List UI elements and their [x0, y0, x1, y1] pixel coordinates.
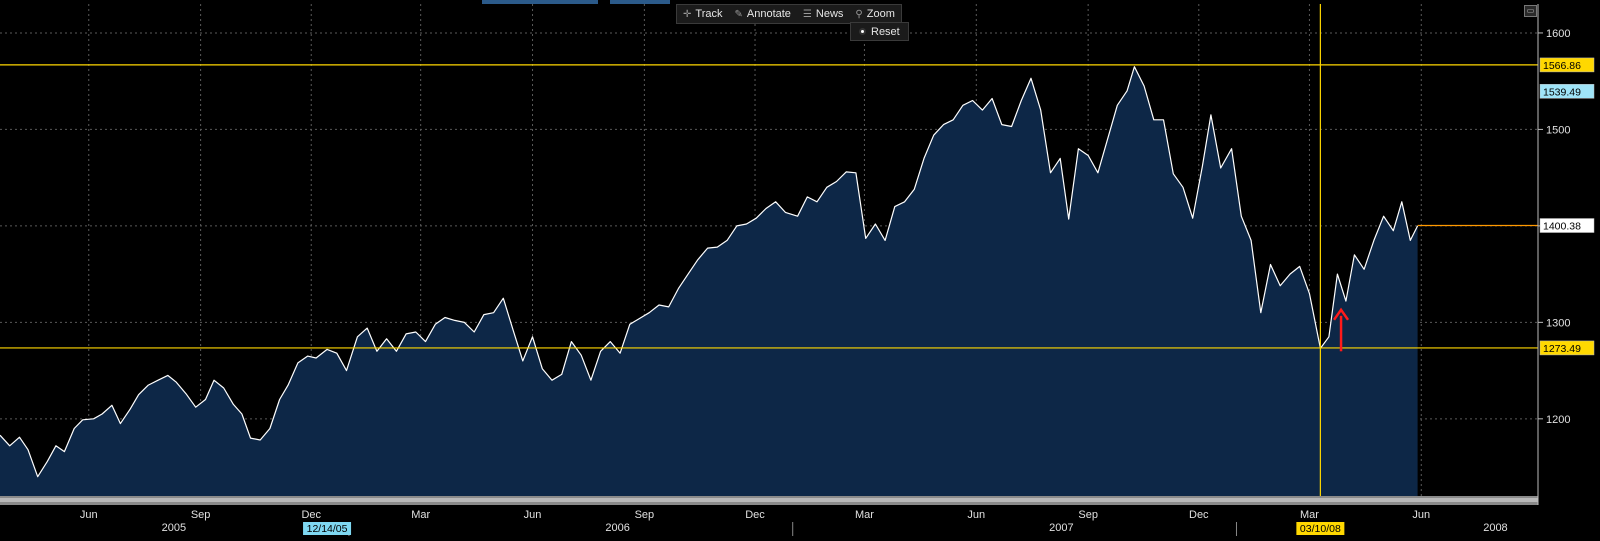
y-tick-label: 1200: [1546, 414, 1570, 426]
pencil-icon: ✎: [734, 8, 743, 20]
x-tick-label: Sep: [635, 509, 655, 521]
news-icon: ☰: [802, 8, 812, 20]
x-tick-label: Dec: [301, 509, 321, 521]
reference-value-tag-box: [1539, 340, 1595, 356]
x-tick-label: Dec: [1189, 509, 1209, 521]
year-label: 2008: [1483, 522, 1507, 534]
last-value-tag: 1400.38: [1543, 221, 1581, 233]
price-line: [0, 66, 1419, 478]
year-label: 2006: [605, 522, 629, 534]
highlight-date-label: 03/10/08: [1300, 523, 1341, 535]
side-value-tag-box: [1539, 84, 1595, 99]
zoom-button[interactable]: ⚲ Zoom: [849, 5, 900, 23]
x-tick-label: Dec: [745, 509, 765, 521]
x-tick-label: Jun: [80, 509, 98, 521]
magnifier-icon: ⚲: [855, 8, 863, 20]
chart-toolbar: ✛ Track ✎ Annotate ☰ News ⚲ Zoom: [676, 4, 902, 24]
x-tick-label: Jun: [1412, 509, 1430, 521]
reference-value-tag: 1566.86: [1543, 60, 1581, 72]
track-button[interactable]: ✛ Track: [677, 5, 728, 23]
x-tick-label: Sep: [1078, 509, 1098, 521]
zoom-label: Zoom: [866, 8, 895, 20]
y-tick-label: 1600: [1546, 28, 1570, 40]
news-label: News: [815, 8, 844, 20]
price-area: [0, 66, 1418, 496]
x-tick-label: Jun: [967, 509, 985, 521]
year-label: 2007: [1049, 522, 1073, 534]
highlight-date-box: [303, 522, 352, 535]
y-tick-label: 1500: [1546, 124, 1570, 136]
crosshair-icon: ✛: [683, 8, 692, 20]
x-tick-label: Sep: [191, 509, 211, 521]
time-scrollbar-thumb: [0, 498, 1538, 502]
reset-button[interactable]: Reset: [850, 22, 909, 41]
x-tick-label: Jun: [524, 509, 542, 521]
reset-dot-icon: [859, 28, 866, 35]
annotate-label: Annotate: [746, 8, 791, 20]
reference-value-tag: 1273.49: [1543, 343, 1581, 355]
annotate-button[interactable]: ✎ Annotate: [728, 5, 796, 23]
x-tick-label: Mar: [855, 509, 874, 521]
reference-value-tag-box: [1539, 57, 1595, 73]
y-tick-label: 1300: [1546, 317, 1570, 329]
track-label: Track: [695, 8, 723, 20]
chart-options-icon[interactable]: ▭: [1524, 5, 1537, 17]
x-tick-label: Mar: [411, 509, 430, 521]
side-value-tag: 1539.49: [1543, 86, 1581, 98]
year-label: 2005: [162, 522, 186, 534]
top-tab-left[interactable]: [482, 0, 598, 4]
reset-label: Reset: [871, 25, 900, 38]
last-value-tag-box: [1539, 218, 1595, 233]
news-button[interactable]: ☰ News: [797, 5, 849, 23]
top-tab-right[interactable]: [610, 0, 670, 4]
annotation-arrow-head: [1333, 307, 1350, 321]
highlight-date-box: [1296, 522, 1345, 535]
x-tick-label: Mar: [1300, 509, 1319, 521]
highlight-date-label: 12/14/05: [307, 523, 348, 535]
